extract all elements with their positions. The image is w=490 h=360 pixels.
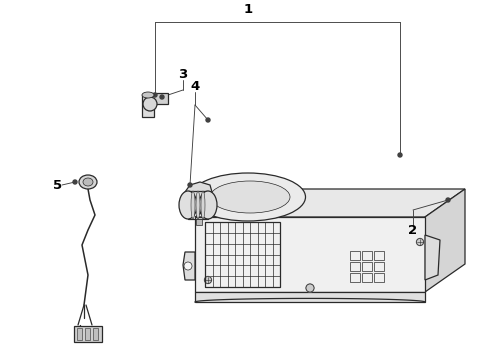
Polygon shape (183, 252, 195, 280)
Bar (350, 251, 360, 260)
Bar (374, 262, 384, 271)
Bar (362, 262, 372, 271)
Circle shape (306, 284, 314, 292)
Bar (350, 273, 360, 282)
Circle shape (188, 183, 192, 187)
Circle shape (416, 239, 423, 246)
Circle shape (204, 276, 212, 284)
Polygon shape (195, 292, 425, 302)
Bar (362, 273, 372, 282)
Text: 1: 1 (244, 3, 252, 15)
Ellipse shape (79, 175, 97, 189)
Polygon shape (185, 182, 212, 205)
Text: 3: 3 (178, 68, 188, 81)
Circle shape (306, 284, 314, 292)
Circle shape (204, 276, 212, 284)
Bar (374, 273, 384, 282)
Ellipse shape (142, 92, 154, 98)
Polygon shape (425, 235, 440, 280)
Circle shape (446, 198, 450, 202)
Ellipse shape (201, 191, 205, 219)
Ellipse shape (210, 181, 290, 213)
Text: 2: 2 (409, 224, 417, 237)
Ellipse shape (199, 191, 217, 219)
Bar (374, 251, 384, 260)
Polygon shape (195, 217, 425, 292)
Bar (362, 251, 372, 260)
Ellipse shape (83, 178, 93, 186)
Ellipse shape (191, 191, 195, 219)
Circle shape (153, 93, 157, 97)
Polygon shape (195, 189, 465, 217)
Bar (85, 328, 90, 340)
Text: 4: 4 (191, 80, 199, 93)
Circle shape (73, 180, 77, 184)
Bar (350, 262, 360, 271)
Circle shape (143, 97, 157, 111)
Circle shape (160, 95, 164, 99)
Bar (77, 328, 82, 340)
Bar (74, 326, 102, 342)
Ellipse shape (191, 173, 305, 221)
Text: 5: 5 (53, 179, 63, 192)
Circle shape (206, 118, 210, 122)
Bar (93, 328, 98, 340)
Bar (142, 95, 154, 117)
Ellipse shape (179, 191, 197, 219)
Circle shape (184, 262, 192, 270)
Bar (150, 93, 168, 104)
Bar (205, 222, 280, 287)
Circle shape (416, 239, 423, 246)
Polygon shape (196, 219, 202, 225)
Ellipse shape (196, 191, 200, 219)
Polygon shape (425, 189, 465, 292)
Circle shape (398, 153, 402, 157)
